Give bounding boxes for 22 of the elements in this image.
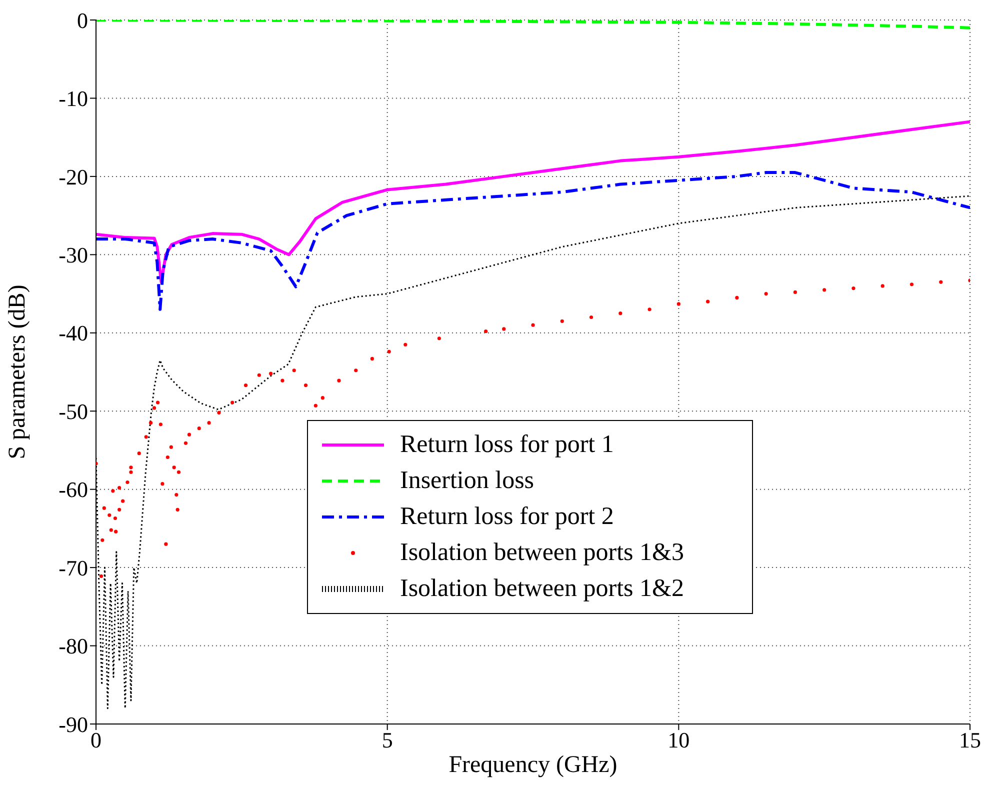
y-tick-label: -70: [58, 555, 88, 580]
legend-label: Return loss for port 2: [400, 503, 614, 531]
legend-label: Isolation between ports 1&3: [400, 539, 684, 567]
y-tick-label: -60: [58, 477, 88, 502]
legend-label: Insertion loss: [400, 467, 534, 495]
x-axis-title: Frequency (GHz): [448, 752, 618, 778]
line-series: [96, 120, 970, 284]
y-tick-label: -20: [58, 164, 88, 190]
y-tick-label: -10: [58, 86, 88, 112]
y-tick-label: 0: [77, 8, 88, 33]
y-tick-label: -40: [58, 320, 88, 346]
y-tick-label: -90: [58, 712, 88, 737]
x-tick-label: 15: [959, 728, 981, 753]
y-axis-title: S parameters (dB): [4, 284, 31, 460]
legend-label: Return loss for port 1: [400, 431, 614, 459]
legend-label: Isolation between ports 1&2: [400, 575, 684, 603]
x-tick-label: 5: [382, 728, 393, 753]
y-tick-label: -30: [58, 242, 88, 268]
x-tick-label: 10: [668, 728, 690, 753]
y-tick-label: -80: [58, 634, 88, 659]
y-tick-label: -50: [58, 398, 88, 424]
line-series: [96, 171, 970, 311]
